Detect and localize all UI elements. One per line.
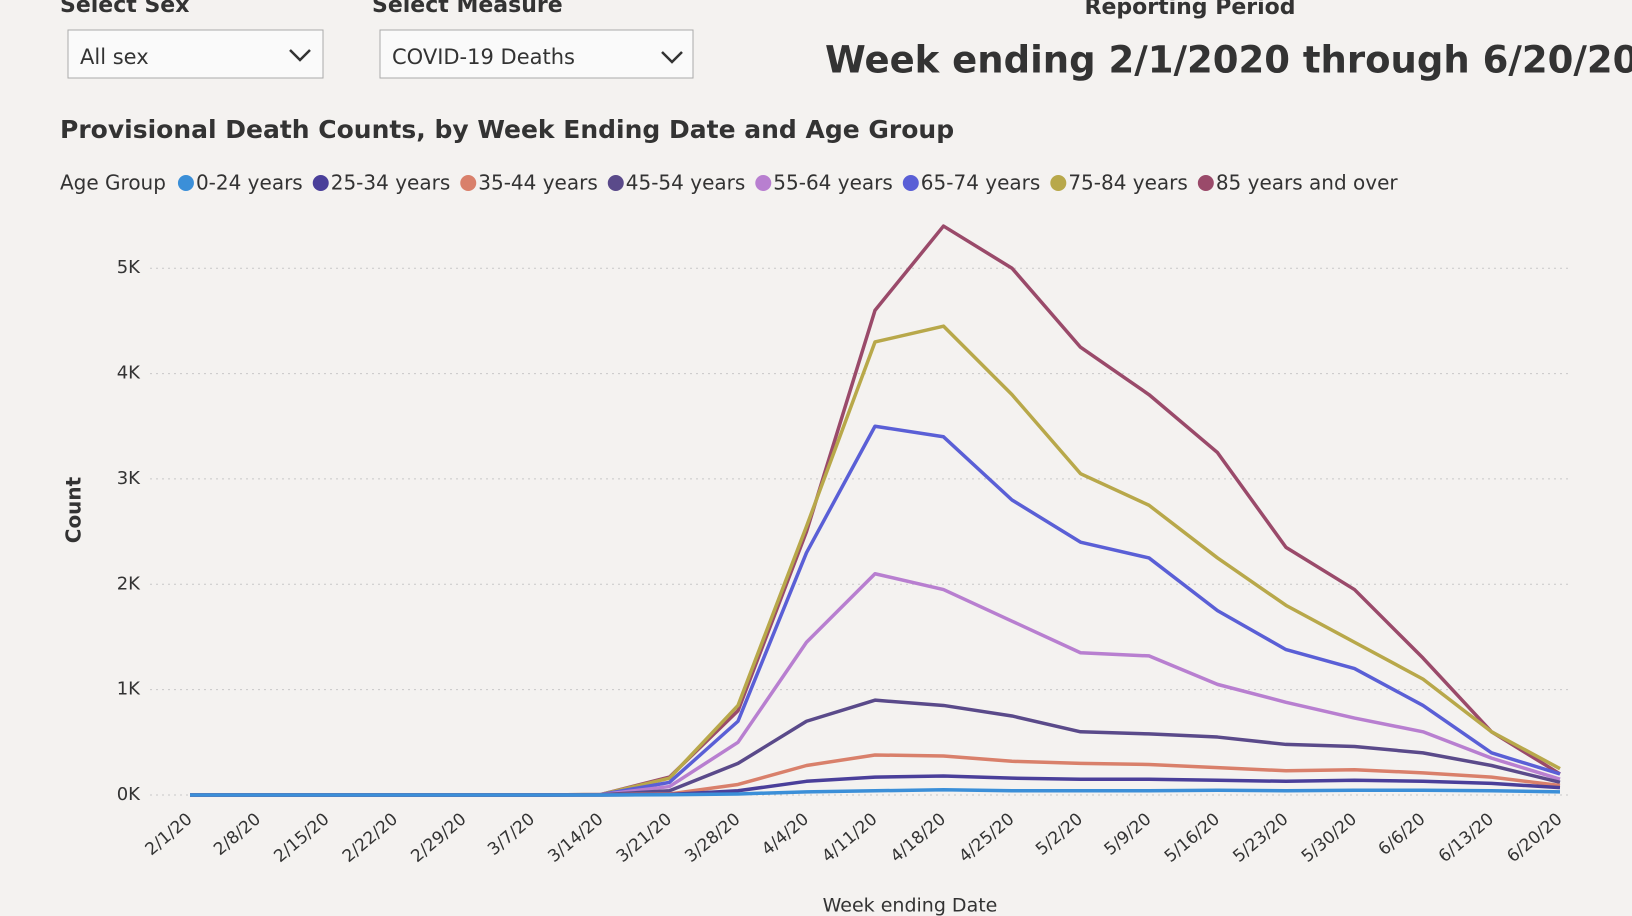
legend-marker — [755, 175, 772, 191]
measure-dropdown[interactable]: COVID-19 Deaths — [379, 29, 694, 79]
y-tick-label: 0K — [117, 784, 141, 805]
dropdown-value[interactable]: All sex — [80, 45, 149, 69]
y-tick-label: 3K — [117, 468, 141, 489]
filter-label: Select Sex — [60, 0, 189, 18]
filter-label: Select Measure — [372, 0, 563, 18]
legend-label: 85 years and over — [1216, 171, 1399, 195]
legend-label: 55-64 years — [773, 171, 893, 195]
y-tick-label: 5K — [117, 257, 141, 278]
legend-marker — [1197, 175, 1214, 191]
y-tick-label: 1K — [117, 679, 141, 700]
legend-label: 35-44 years — [478, 171, 598, 195]
legend-label: 45-54 years — [626, 171, 746, 195]
sex-dropdown[interactable]: All sex — [67, 29, 324, 79]
dropdown-chevron[interactable] — [661, 51, 683, 64]
dropdown-chevron[interactable] — [289, 49, 311, 62]
reporting-label: Reporting Period — [1085, 0, 1296, 20]
legend-marker — [1050, 175, 1067, 191]
legend-label: 65-74 years — [921, 171, 1041, 195]
legend-label: 25-34 years — [331, 171, 451, 195]
legend-marker — [607, 175, 624, 191]
dropdown-value[interactable]: COVID-19 Deaths — [392, 45, 575, 69]
y-axis-title: Count — [62, 476, 86, 543]
legend-title: Age Group — [60, 171, 166, 195]
legend-marker — [902, 175, 919, 191]
chart-title: Provisional Death Counts, by Week Ending… — [60, 115, 954, 144]
y-tick-label: 2K — [117, 573, 141, 594]
x-axis-title: Week ending Date — [823, 895, 998, 916]
y-tick-label: 4K — [117, 363, 141, 384]
dropdown-box[interactable] — [379, 29, 694, 79]
series-line — [190, 787, 1561, 797]
reporting-value: Week ending 2/1/2020 through 6/20/2020 — [825, 39, 1632, 82]
legend-label: 75-84 years — [1068, 171, 1188, 195]
dropdown-box[interactable] — [67, 29, 324, 79]
legend-label: 0-24 years — [196, 171, 303, 195]
legend-marker — [177, 175, 194, 191]
legend-marker — [312, 175, 329, 191]
legend-marker — [460, 175, 477, 191]
